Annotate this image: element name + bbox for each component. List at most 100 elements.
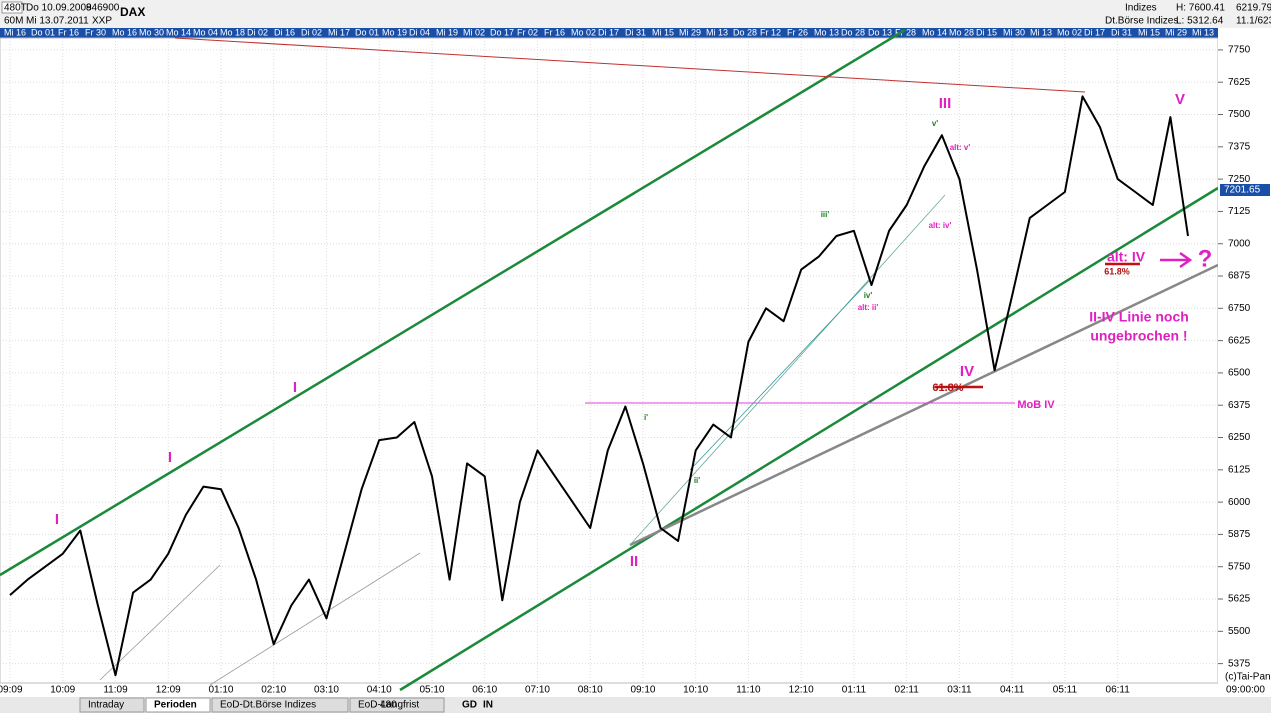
stat: 11.1/623.3: [1236, 16, 1271, 27]
x-tick-label: 06:11: [1106, 685, 1131, 696]
date-label: Mi 13: [1030, 27, 1052, 37]
x-tick-label: 05:11: [1053, 685, 1078, 696]
arrow-head: [1179, 251, 1193, 269]
x-tick-label: 09:09: [0, 685, 23, 696]
tab[interactable]: [349, 697, 445, 713]
date-label: Mi 15: [652, 27, 674, 37]
y-tick-label: 7000: [1228, 238, 1251, 249]
date-label: Di 02: [301, 27, 322, 37]
y-tick-label: 6750: [1228, 303, 1251, 314]
date-label: Do 28: [733, 27, 757, 37]
y-tick-label: 7375: [1228, 141, 1251, 152]
date-label: Mo 19: [382, 27, 407, 37]
date-label: Mo 28: [949, 27, 974, 37]
period: 60M: [4, 16, 23, 27]
header-bar: [0, 0, 1271, 28]
annotation: iii': [821, 210, 830, 219]
thin-line: [209, 552, 421, 686]
low: L: 5312.64: [1176, 16, 1224, 27]
annotation: I: [168, 449, 172, 466]
annotation: ?: [1198, 245, 1213, 272]
date-label: Mo 18: [220, 27, 245, 37]
x-tick-label: 05:10: [419, 685, 444, 696]
trend-line: [174, 37, 1086, 93]
tab[interactable]: [79, 697, 145, 713]
time: 09:00:00: [1226, 685, 1265, 696]
annotation: 61.8%: [932, 382, 963, 394]
to-date: Mi 13.07.2011: [26, 16, 89, 27]
tab-label[interactable]: EoD-Langfrist: [358, 700, 419, 711]
tab[interactable]: [145, 697, 211, 713]
x-tick-label: 08:10: [578, 685, 603, 696]
annotation: alt: IV: [1107, 249, 1146, 265]
trend-lines: [0, 28, 1219, 692]
annotation: IV: [960, 363, 974, 380]
y-tick-label: 6250: [1228, 432, 1251, 443]
annotation: v': [932, 119, 938, 128]
date-label: Mo 30: [139, 27, 164, 37]
y-tick-label: 5875: [1228, 529, 1251, 540]
tab[interactable]: [211, 697, 349, 713]
date-label: Di 02: [247, 27, 268, 37]
y-tick-label: 6500: [1228, 368, 1251, 379]
y-tick-label: 6875: [1228, 271, 1251, 282]
interval: 480T: [4, 3, 27, 14]
annotation: V: [1175, 91, 1185, 108]
date-label: Mi 17: [328, 27, 350, 37]
y-tick-label: 5375: [1228, 658, 1251, 669]
x-tick-label: 02:10: [261, 685, 286, 696]
date-label: Do 01: [31, 27, 55, 37]
symbol-code: 846900: [86, 3, 120, 14]
date-strip: [0, 28, 1218, 38]
date-label: Mi 13: [1192, 27, 1214, 37]
date-label: Di 17: [1084, 27, 1105, 37]
annotation: alt: v': [950, 143, 971, 152]
date-label: Mo 14: [166, 27, 191, 37]
zoom[interactable]: 480: [380, 700, 397, 711]
date-label: Do 17: [490, 27, 514, 37]
date-label: Di 04: [409, 27, 430, 37]
high: H: 7600.41: [1176, 3, 1225, 14]
date-label: Fr 12: [760, 27, 781, 37]
date-label: Fr 28: [895, 27, 916, 37]
y-tick-label: 7500: [1228, 109, 1251, 120]
x-tick-label: 03:11: [947, 685, 972, 696]
annotation: alt: iv': [929, 221, 952, 230]
date-label: Mi 02: [463, 27, 485, 37]
y-tick-label: 6125: [1228, 464, 1251, 475]
date-label: Di 15: [976, 27, 997, 37]
annotation: i': [644, 413, 648, 422]
date-label: Mo 02: [1057, 27, 1082, 37]
annotation: II: [630, 553, 638, 570]
date-label: Mi 29: [1165, 27, 1187, 37]
y-tick-label: 5625: [1228, 594, 1251, 605]
stat: 6219.79: [1236, 3, 1271, 14]
thin-line: [689, 279, 871, 471]
channel-line: [0, 28, 906, 577]
x-tick-label: 09:10: [630, 685, 655, 696]
group: Indizes: [1125, 3, 1157, 14]
x-tick-label: 06:10: [472, 685, 497, 696]
button[interactable]: IN: [483, 700, 493, 711]
annotation: ungebrochen !: [1090, 328, 1187, 344]
y-tick-label: 5750: [1228, 561, 1251, 572]
x-tick-label: 01:11: [842, 685, 867, 696]
date-label: Di 16: [274, 27, 295, 37]
date-label: Mi 30: [1003, 27, 1025, 37]
x-tick-label: 03:10: [314, 685, 339, 696]
thin-line: [629, 194, 946, 546]
thin-line: [99, 564, 221, 681]
x-tick-label: 10:10: [683, 685, 708, 696]
y-tick-label: 5500: [1228, 626, 1251, 637]
date-label: Mi 29: [679, 27, 701, 37]
tab-label[interactable]: EoD-Dt.Börse Indizes: [220, 700, 316, 711]
x-tick-label: 12:10: [789, 685, 814, 696]
date-label: Di 31: [625, 27, 646, 37]
tab-label[interactable]: Intraday: [88, 700, 124, 711]
annotation: ii': [694, 476, 700, 485]
button[interactable]: GD: [462, 700, 477, 711]
exchange: XXP: [92, 16, 112, 27]
y-tick-label: 6375: [1228, 400, 1251, 411]
tab-label[interactable]: Perioden: [154, 700, 197, 711]
